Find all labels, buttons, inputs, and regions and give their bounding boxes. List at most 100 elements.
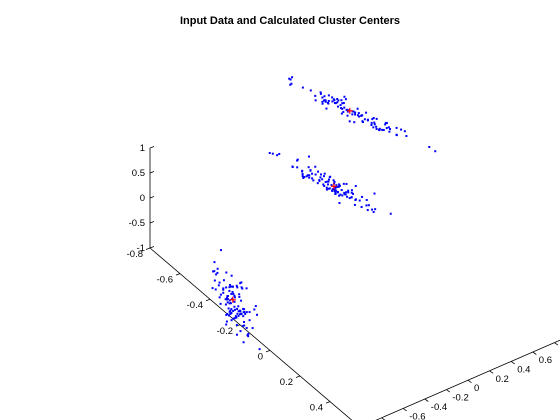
data-point [331,96,334,99]
data-point [268,152,271,154]
data-point [296,166,299,169]
data-point [360,114,363,117]
y-tick-mark [489,370,494,374]
data-point [226,298,229,301]
data-point [239,312,242,315]
data-point [218,296,221,299]
data-point [224,298,227,301]
data-point [225,313,228,316]
z-tick-mark [149,221,155,224]
data-point [323,95,326,98]
data-point [243,324,246,327]
x-tick-mark [235,324,241,327]
data-point [356,114,359,117]
data-point [246,334,249,337]
data-point [361,195,364,198]
y-tick-mark [402,408,407,412]
x-tick-label: 0 [258,351,263,362]
data-point [225,320,228,323]
data-point [335,184,338,187]
data-point [403,130,406,133]
data-point [319,91,322,94]
data-point [227,307,230,310]
data-point [229,302,232,305]
data-point [244,312,247,315]
data-point [346,110,349,113]
data-point [242,307,245,310]
data-point [230,292,233,295]
x-tick-mark [265,350,271,353]
data-point [326,180,329,183]
data-point [301,170,304,173]
data-point [365,204,368,207]
data-point [370,121,373,124]
cluster-center-marker [330,183,337,190]
data-point [314,165,317,168]
data-point [339,193,342,196]
data-point [230,319,233,322]
x-tick-mark [145,247,151,250]
data-point [228,283,231,286]
data-point [373,121,376,124]
y-tick-mark [510,361,515,365]
data-point [324,99,327,102]
data-point [385,122,388,125]
z-tick-label: 0.5 [132,168,145,179]
data-point [348,120,351,123]
data-point [239,282,242,285]
data-point [222,287,225,290]
data-point [235,324,238,327]
data-point [247,332,250,335]
data-point [365,111,368,114]
data-point [239,309,242,312]
x-tick-mark [295,375,301,378]
data-point [333,180,336,183]
data-point [306,174,309,177]
data-point [241,287,244,290]
data-point [271,152,274,155]
data-point [213,261,216,264]
data-point [334,102,337,105]
data-point [312,179,315,182]
data-point [233,300,236,303]
data-point [331,189,334,192]
y-tick-label: 0 [474,383,479,394]
data-point [314,94,317,97]
data-point [307,166,310,169]
data-point [235,316,238,319]
data-point [338,194,341,197]
data-point [241,325,244,328]
x-tick-mark [205,298,211,302]
data-point [214,288,217,291]
data-point [378,129,381,132]
data-point [344,98,347,101]
data-point [236,333,238,336]
data-point [336,98,339,101]
data-point [395,126,398,129]
data-point [328,178,331,181]
data-point [303,176,306,179]
data-point [322,175,325,178]
data-point [347,189,350,192]
data-point [276,154,279,157]
data-point [242,311,245,314]
centers-layer [229,107,353,303]
data-point [360,206,363,209]
z-tick-label: 1 [140,143,145,154]
data-point [335,189,338,192]
data-point [230,312,233,315]
data-point [336,101,339,104]
data-point [342,102,345,105]
data-point [229,309,232,312]
data-point [354,199,357,201]
data-point [344,193,347,196]
data-point [239,330,242,333]
data-point [363,118,366,121]
x-tick-label: -0.8 [127,249,143,260]
data-point [343,191,346,194]
data-point [345,182,348,185]
data-point [236,312,239,315]
data-point [232,293,235,296]
data-point [258,348,261,351]
data-point [366,209,369,212]
